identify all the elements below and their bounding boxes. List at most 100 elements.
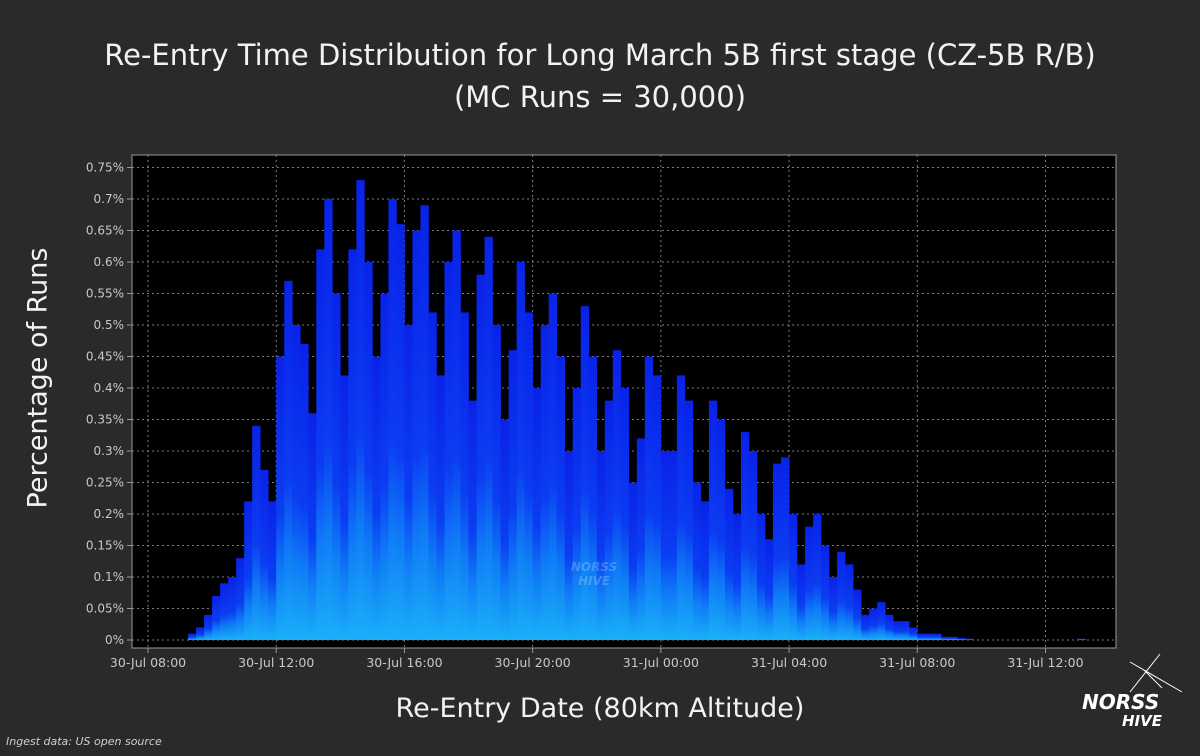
y-tick-label: 0.65%: [86, 224, 124, 238]
histogram-bar: [492, 325, 501, 640]
histogram-bar: [468, 400, 477, 640]
histogram-bar: [933, 633, 942, 640]
chart-title: Re-Entry Time Distribution for Long Marc…: [0, 34, 1200, 118]
histogram-bar: [612, 350, 622, 640]
source-note: Ingest data: US open source: [6, 735, 162, 748]
histogram-bar: [789, 514, 798, 640]
histogram-bar: [837, 551, 846, 640]
histogram-bar: [452, 230, 461, 640]
histogram-bar: [765, 539, 774, 640]
histogram-bar: [660, 451, 670, 640]
histogram-bar: [596, 451, 606, 640]
histogram-bar: [909, 627, 918, 640]
histogram-bar: [516, 262, 525, 640]
histogram-bar: [805, 526, 814, 640]
histogram-bar: [821, 545, 830, 640]
logo-text-line2: HIVE: [1122, 712, 1162, 730]
histogram-bar: [901, 621, 910, 640]
y-axis-ticks: 0% 0.05% 0.1% 0.15% 0.2% 0.25% 0.3% 0.35% 0.4% 0.…: [86, 161, 132, 647]
y-tick-label: 0.7%: [94, 192, 125, 206]
histogram-bar: [917, 633, 926, 640]
histogram-bar: [1077, 638, 1086, 640]
histogram-bar: [500, 419, 509, 640]
histogram-bar: [532, 388, 541, 640]
histogram-bar: [716, 419, 726, 640]
x-tick-label: 31-Jul 04:00: [751, 655, 827, 670]
x-tick-label: 31-Jul 00:00: [623, 655, 699, 670]
histogram-bar: [348, 249, 357, 640]
histogram-bar: [813, 514, 822, 640]
histogram-bar: [420, 205, 429, 641]
histogram-bar: [941, 636, 950, 640]
histogram-bar: [636, 438, 646, 640]
histogram-bar: [564, 451, 574, 640]
logo-text-line1: NORSS: [1082, 690, 1160, 714]
y-tick-label: 0.2%: [94, 507, 125, 521]
histogram-bar: [244, 501, 253, 640]
histogram-bar: [588, 356, 598, 640]
histogram-bar: [652, 375, 662, 640]
histogram-bar: [380, 293, 389, 640]
y-tick-label: 0.6%: [94, 255, 125, 269]
histogram-bar: [773, 463, 782, 640]
histogram-bar: [604, 400, 614, 640]
histogram-bar: [316, 249, 325, 640]
histogram-bar: [308, 413, 317, 640]
y-tick-label: 0.15%: [86, 539, 124, 553]
histogram-bar: [861, 614, 870, 640]
y-tick-label: 0.4%: [94, 381, 125, 395]
histogram-bar: [484, 236, 493, 641]
histogram-bar: [684, 400, 694, 640]
histogram-bar: [620, 388, 630, 640]
data-bars: [188, 180, 1086, 641]
histogram-bar: [332, 293, 341, 640]
y-tick-label: 0.05%: [86, 602, 124, 616]
x-tick-label: 31-Jul 08:00: [879, 655, 955, 670]
histogram-bar: [708, 400, 718, 640]
histogram-bar: [893, 621, 902, 640]
histogram-bar: [340, 375, 349, 640]
y-tick-label: 0.45%: [86, 350, 124, 364]
y-axis-label: Percentage of Runs: [22, 247, 54, 509]
histogram-bar: [404, 325, 413, 640]
histogram-bar: [196, 627, 205, 640]
histogram-bar: [957, 638, 966, 640]
histogram-bar: [276, 356, 285, 640]
histogram-bar: [740, 432, 750, 640]
histogram-bar: [732, 514, 742, 640]
y-tick-label: 0%: [105, 633, 124, 647]
histogram-bar: [476, 274, 485, 640]
histogram-bar: [949, 636, 958, 640]
histogram-bar: [580, 306, 590, 640]
histogram-bar: [388, 199, 397, 640]
histogram-bar: [548, 293, 557, 640]
histogram-bar: [668, 451, 678, 640]
histogram-bar: [877, 602, 886, 640]
histogram-bar: [268, 501, 277, 640]
histogram-bar: [212, 595, 221, 640]
histogram-bar: [428, 312, 437, 640]
histogram-bar: [260, 469, 269, 640]
histogram-bar: [572, 388, 582, 640]
y-tick-label: 0.3%: [94, 444, 125, 458]
histogram-bar: [508, 350, 517, 640]
chart-title-line1: Re-Entry Time Distribution for Long Marc…: [104, 38, 1096, 72]
norss-hive-logo: NORSS HIVE: [1078, 652, 1188, 740]
histogram-bar: [925, 633, 934, 640]
histogram-bar: [724, 488, 734, 640]
x-tick-label: 30-Jul 12:00: [238, 655, 314, 670]
histogram-bar: [540, 325, 549, 640]
histogram-bar: [460, 312, 469, 640]
histogram-bar: [292, 325, 301, 640]
histogram-bar: [324, 199, 333, 640]
histogram-bar: [372, 356, 381, 640]
watermark-logo: NORSS HIVE: [549, 560, 639, 588]
histogram-bar: [444, 262, 453, 640]
histogram-bar: [797, 564, 806, 640]
watermark-line2: HIVE: [578, 574, 610, 588]
histogram-bar: [628, 482, 638, 640]
histogram-bar: [252, 425, 261, 640]
histogram-bar: [300, 343, 309, 640]
histogram-bar: [524, 312, 533, 640]
y-tick-label: 0.55%: [86, 287, 124, 301]
